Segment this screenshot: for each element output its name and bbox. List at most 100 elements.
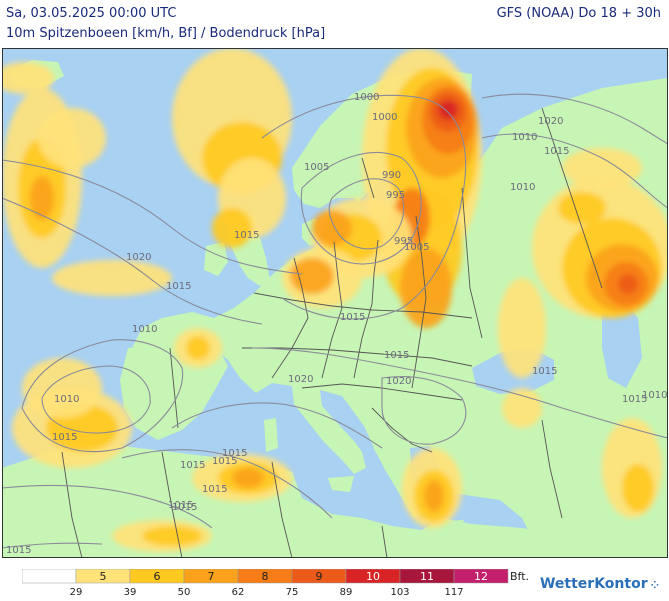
isobar-label: 1015	[168, 500, 193, 511]
legend-bft-label: 5	[100, 570, 107, 583]
land-sicily	[328, 476, 354, 492]
isobar-line	[328, 178, 405, 250]
caspian-sea	[602, 298, 642, 388]
gust-area	[30, 176, 54, 220]
isobar-line	[2, 542, 103, 549]
border-line	[361, 157, 375, 199]
gust-area	[22, 358, 102, 418]
isobar-line	[481, 93, 668, 145]
isobar-label: 1010	[642, 390, 667, 401]
legend-kmh-tick: 89	[340, 587, 353, 597]
isobar-label: 1015	[340, 312, 365, 323]
isobar-lines	[2, 93, 668, 549]
border-line	[253, 292, 473, 319]
legend-kmh-tick: 75	[286, 587, 299, 597]
gust-area	[232, 468, 264, 488]
isobar-line	[381, 376, 467, 445]
isobar-line	[261, 94, 467, 320]
isobar-label: 1015	[532, 366, 557, 377]
gust-area	[212, 208, 252, 248]
map-canvas: 1015102010151010101010151015101510151015…	[2, 48, 668, 558]
gust-area	[618, 274, 638, 294]
isobar-line	[121, 449, 333, 519]
isobar-label: 1015	[172, 502, 197, 513]
adriatic-sea	[320, 390, 374, 450]
border-line	[541, 419, 563, 519]
gust-legend: 5 6 7 8 9 10 11 12 Bft. 29 39 50 62 75 89 103 117	[21, 568, 542, 598]
isobar-label: 995	[386, 190, 405, 201]
isobar-label: 1015	[544, 146, 569, 157]
gust-area	[186, 336, 210, 360]
isobar-line	[251, 347, 668, 439]
weather-map: 1015 1020 1015 1010 1010 1015 1015 1015 1015 1015…	[2, 48, 668, 558]
gust-area	[502, 388, 542, 428]
legend-kmh-tick: 29	[70, 587, 83, 597]
gust-area	[400, 248, 452, 328]
legend-bft-label: 6	[154, 570, 161, 583]
border-line	[61, 451, 83, 558]
border-line	[271, 257, 309, 379]
legend-swatch	[453, 568, 509, 584]
isobar-label: 1000	[354, 92, 379, 103]
isobar-label: 1020	[126, 252, 151, 263]
isobar-line	[2, 484, 213, 529]
gust-area	[38, 108, 106, 168]
isobar-label: 1010	[54, 394, 79, 405]
isobar-label: 1015	[6, 545, 31, 556]
legend-bft-label: 11	[420, 570, 434, 583]
isobar-label: 1020	[288, 374, 313, 385]
legend-kmh-tick: 117	[444, 587, 463, 597]
legend-swatch	[21, 568, 77, 584]
legend-kmh-tick: 39	[124, 587, 137, 597]
legend-kmh-tick: 50	[178, 587, 191, 597]
border-line	[541, 107, 603, 289]
isobar-label: 1010	[510, 182, 535, 193]
legend-kmh-tick: 103	[390, 587, 409, 597]
border-line	[371, 407, 433, 453]
gust-area	[424, 480, 444, 512]
gust-area	[2, 62, 54, 94]
map-subtitle: 10m Spitzenboeen [km/h, Bf] / Bodendruck…	[6, 26, 326, 41]
border-line	[381, 525, 388, 558]
legend-bft-label: 10	[366, 570, 380, 583]
brand-logo: WetterKontor ⁘	[540, 576, 659, 592]
legend-kmh-tick: 62	[232, 587, 245, 597]
isobar-label: 1015	[234, 230, 259, 241]
gust-area	[312, 210, 352, 246]
land-ireland	[204, 242, 228, 276]
isobar-label: 1015	[166, 281, 191, 292]
forecast-datetime: Sa, 03.05.2025 00:00 UTC	[6, 6, 177, 21]
gust-area	[622, 464, 654, 512]
isobar-label: 1015	[52, 432, 77, 443]
isobar-label: 1010	[512, 132, 537, 143]
gust-area	[558, 192, 606, 224]
isobar-label: 995	[394, 236, 413, 247]
isobar-label: 1015	[180, 460, 205, 471]
land-sardinia	[264, 418, 278, 452]
gust-area	[142, 526, 202, 546]
isobar-label: 1020	[386, 376, 411, 387]
isobar-line	[171, 402, 383, 449]
legend-bft-label: 9	[316, 570, 323, 583]
border-line	[271, 461, 293, 558]
border-line	[161, 451, 183, 558]
isobar-label: 990	[382, 170, 401, 181]
isobar-label: 1015	[212, 456, 237, 467]
isobar-label: 1010	[132, 324, 157, 335]
isobar-label: 1015	[384, 350, 409, 361]
isobar-label: 1005	[304, 162, 329, 173]
gust-area	[290, 258, 334, 294]
land-italy	[292, 386, 366, 474]
border-line	[242, 347, 473, 367]
isobar-label: 1000	[372, 112, 397, 123]
isobar-label: 1005	[404, 242, 429, 253]
isobar-labels: 1015102010151010101010151015101510151015…	[6, 92, 667, 556]
gust-area	[52, 260, 172, 296]
isobar-label: 1015	[202, 484, 227, 495]
isobar-label: 1015	[622, 394, 647, 405]
legend-scale: 5 6 7 8 9 10 11 12 Bft.29 39 50 62 75 89 103 117	[21, 568, 529, 598]
brand-dots-icon: ⁘	[650, 580, 659, 591]
model-run-label: GFS (NOAA) Do 18 + 30h	[496, 6, 661, 21]
isobar-label: 1015	[222, 448, 247, 459]
gust-area	[562, 148, 642, 188]
